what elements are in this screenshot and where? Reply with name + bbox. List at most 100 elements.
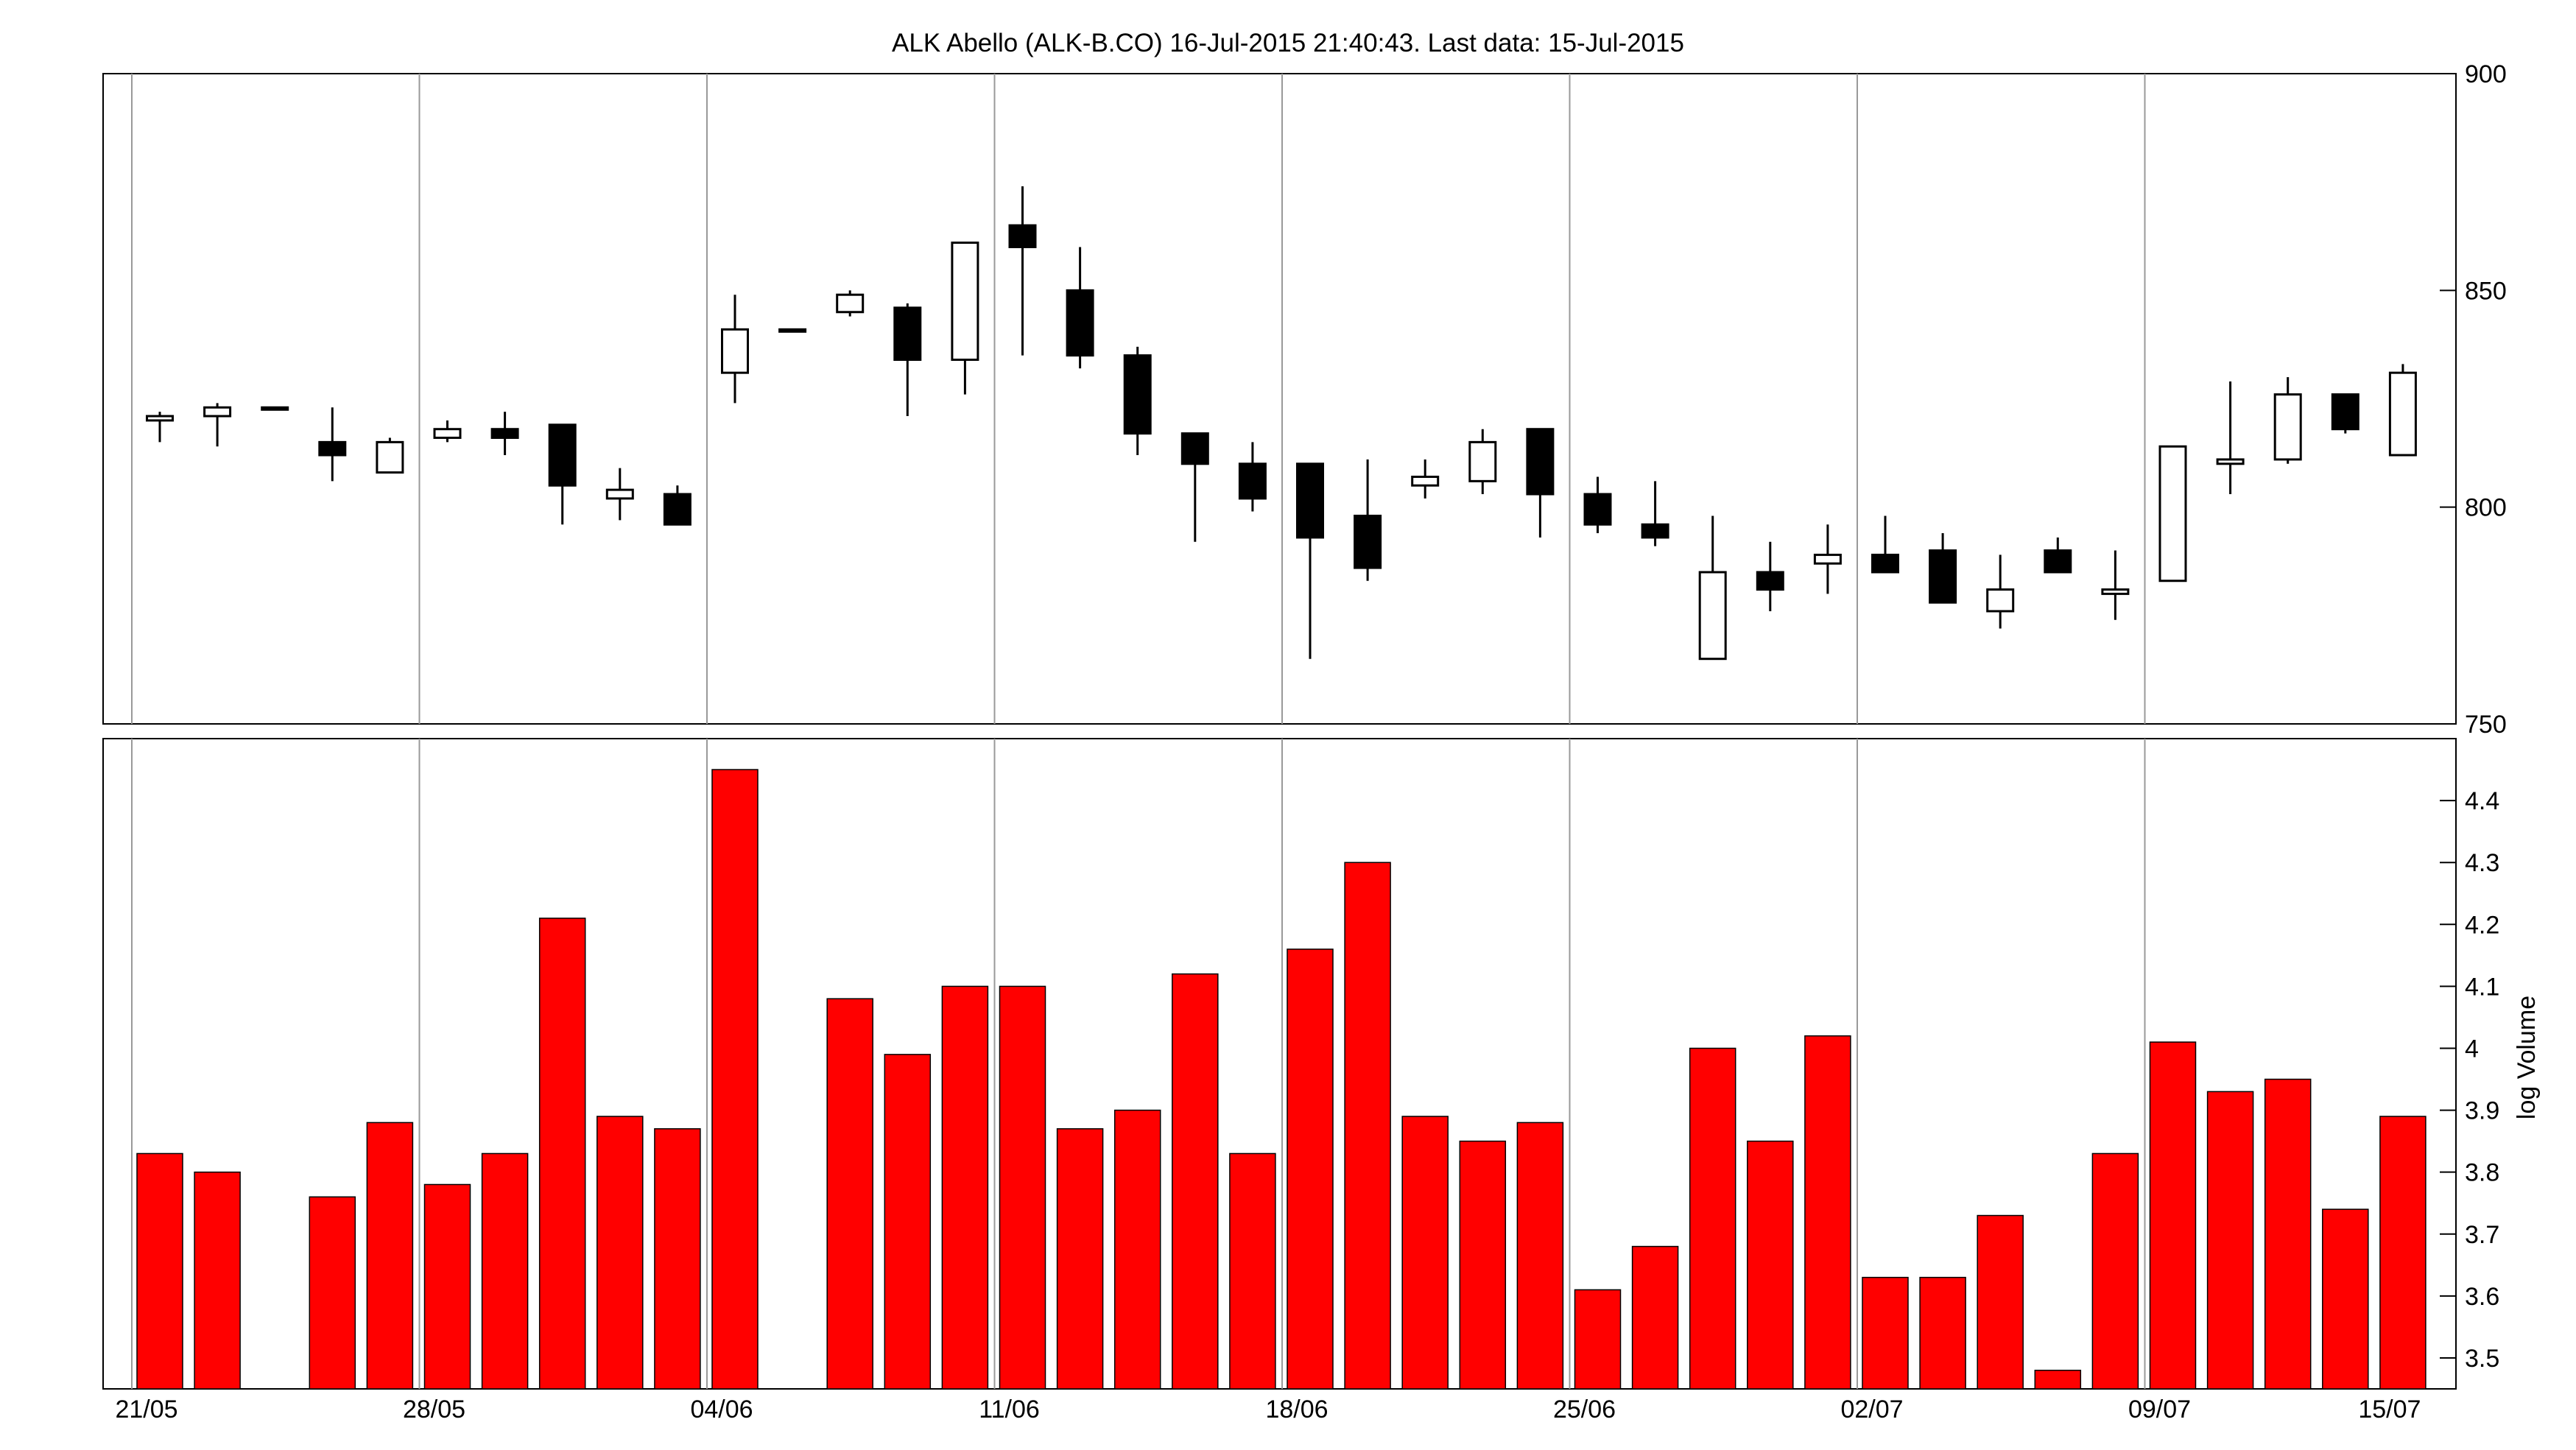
x-axis: 21/05 28/05 04/06 11/06 18/06 25/06 02/07 09/07… xyxy=(115,1396,2421,1423)
candle-body xyxy=(951,242,979,362)
volume-bar xyxy=(538,918,586,1390)
volume-bar xyxy=(1919,1276,1966,1390)
volume-y-tick-label: 3.5 xyxy=(2465,1345,2499,1373)
candle-body xyxy=(836,293,865,314)
candle-body xyxy=(376,440,404,474)
volume-bar xyxy=(2206,1091,2254,1390)
volume-y-tick-label: 3.7 xyxy=(2465,1221,2499,1249)
x-tick-label: 28/05 xyxy=(403,1396,465,1423)
candle-body xyxy=(1354,514,1382,569)
candle-body xyxy=(2273,393,2302,461)
volume-bar xyxy=(597,1116,644,1390)
candle-body xyxy=(1411,475,1440,487)
x-tick-label: 25/06 xyxy=(1553,1396,1616,1423)
volume-y-tick-label: 3.6 xyxy=(2465,1283,2499,1311)
candle-body xyxy=(433,428,462,439)
candle-body xyxy=(2331,393,2359,431)
candle-body xyxy=(318,440,347,457)
volume-bar xyxy=(2091,1152,2139,1390)
volume-bar xyxy=(2149,1041,2197,1390)
volume-bar xyxy=(1056,1128,1104,1390)
candle-body xyxy=(2101,588,2130,595)
volume-bar xyxy=(1344,862,1391,1390)
volume-bar xyxy=(2034,1370,2082,1390)
candle-body xyxy=(1066,289,1094,357)
volume-bar xyxy=(1747,1140,1794,1390)
x-tick-label: 04/06 xyxy=(690,1396,753,1423)
volume-bar xyxy=(2264,1078,2312,1390)
volume-bar xyxy=(366,1122,414,1390)
price-y-tick-label: 800 xyxy=(2465,494,2507,522)
price-y-tick-label: 900 xyxy=(2465,60,2507,88)
chart-title: ALK Abello (ALK-B.CO) 16-Jul-2015 21:40:… xyxy=(892,29,1684,57)
candle-body xyxy=(893,306,922,362)
volume-bar xyxy=(1287,949,1334,1390)
volume-bar xyxy=(826,998,873,1390)
candle-body xyxy=(721,328,749,374)
volume-bar xyxy=(999,985,1046,1390)
volume-bar xyxy=(1689,1047,1736,1390)
volume-y-tick-label: 4.2 xyxy=(2465,911,2499,939)
x-tick-label: 21/05 xyxy=(115,1396,177,1423)
volume-bar xyxy=(1574,1289,1622,1390)
candle-body xyxy=(1641,523,1669,539)
candle-body xyxy=(1583,493,1612,526)
candle-body xyxy=(1698,571,1727,661)
x-tick-label: 15/07 xyxy=(2358,1396,2421,1423)
volume-y-tick-label: 3.8 xyxy=(2465,1159,2499,1187)
volume-bar xyxy=(1172,973,1219,1390)
x-tick-label: 11/06 xyxy=(979,1396,1040,1423)
volume-y-tick-label: 3.9 xyxy=(2465,1097,2499,1125)
volume-bar xyxy=(711,769,759,1390)
volume-y-tick-label: 4 xyxy=(2465,1035,2479,1063)
volume-bar xyxy=(1977,1214,2024,1390)
volume-bar xyxy=(1631,1245,1679,1390)
volume-bar xyxy=(941,985,989,1390)
volume-y-tick-label: 4.4 xyxy=(2465,787,2499,815)
candle-body xyxy=(1296,462,1324,539)
price-panel: 750 800 850 900 xyxy=(102,60,2507,739)
volume-y-tick-label: 4.1 xyxy=(2465,973,2499,1001)
candle-body xyxy=(1813,553,1842,565)
candle-body xyxy=(778,328,807,333)
candle-body xyxy=(548,423,577,487)
candle-body xyxy=(1180,432,1209,465)
candle-body xyxy=(1008,224,1037,248)
price-y-tick-label: 850 xyxy=(2465,277,2507,305)
candle-body xyxy=(146,415,174,422)
candle-body xyxy=(1238,462,1267,500)
volume-panel: 3.5 3.6 3.7 3.8 3.9 4 4.1 4.2 4.3 4.4 xyxy=(102,738,2499,1390)
candle-body xyxy=(1526,428,1555,496)
volume-bar xyxy=(1113,1109,1161,1390)
price-y-tick-label: 750 xyxy=(2465,711,2507,739)
volume-bar xyxy=(654,1128,701,1390)
candle-body xyxy=(203,406,232,418)
volume-bar xyxy=(1862,1276,1909,1390)
volume-bar xyxy=(194,1171,241,1390)
volume-bar xyxy=(884,1054,932,1390)
candle-body xyxy=(1123,354,1152,435)
volume-bar xyxy=(1401,1116,1449,1390)
volume-bar xyxy=(1229,1152,1276,1390)
volume-y-tick-label: 4.3 xyxy=(2465,849,2499,877)
volume-bar xyxy=(136,1152,183,1390)
candle-body xyxy=(261,406,289,411)
candle-body xyxy=(1986,588,2015,613)
candle-body xyxy=(1756,571,1784,591)
volume-bar xyxy=(481,1152,529,1390)
volume-bar xyxy=(423,1183,471,1390)
volume-bar xyxy=(1516,1122,1564,1390)
volume-bar xyxy=(1804,1035,1851,1390)
candle-body xyxy=(2388,371,2417,457)
x-tick-label: 09/07 xyxy=(2128,1396,2191,1423)
price-panel-frame xyxy=(102,73,2457,725)
candle-body xyxy=(663,493,691,526)
volume-axis-label: log Volume xyxy=(2513,996,2541,1119)
volume-bar xyxy=(309,1196,356,1390)
x-tick-label: 02/07 xyxy=(1840,1396,1903,1423)
candle-body xyxy=(1871,553,1899,574)
volume-bar xyxy=(1459,1140,1507,1390)
candle-body xyxy=(2158,445,2187,583)
candle-body xyxy=(1929,549,1957,604)
